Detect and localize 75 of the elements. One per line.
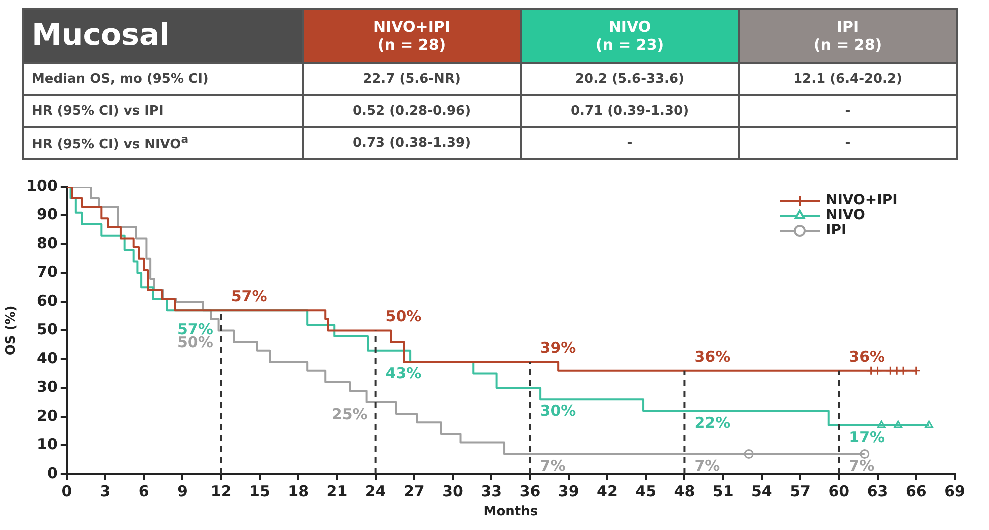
category-label: IPI (n = 28) bbox=[739, 9, 957, 63]
category-label: Median OS, mo (95% CI) bbox=[32, 72, 209, 86]
y-tick-label: 100 bbox=[26, 176, 58, 195]
y-tick-label: 80 bbox=[37, 234, 58, 252]
point bbox=[860, 450, 870, 460]
legend-label: NIVO bbox=[826, 208, 866, 224]
x-tick-label: 51 bbox=[712, 482, 734, 500]
point bbox=[894, 420, 903, 428]
x-tick-label: 9 bbox=[178, 482, 188, 500]
text: - bbox=[845, 104, 851, 118]
y-tick-label: 70 bbox=[37, 263, 58, 282]
x-tick-label: 42 bbox=[597, 482, 618, 500]
point bbox=[877, 420, 886, 428]
x-tick-label: 54 bbox=[752, 482, 772, 500]
data-label: 36% bbox=[849, 348, 886, 366]
text: 12.1 (6.4-20.2) bbox=[794, 72, 902, 86]
x-tick-label: 27 bbox=[404, 482, 425, 500]
data-label: 30% bbox=[540, 402, 576, 420]
text: 0.52 (0.28-0.96) bbox=[352, 104, 472, 118]
category-label: NIVO (n = 23) bbox=[521, 9, 739, 63]
x-tick-label: 39 bbox=[558, 482, 580, 500]
data-label: 50% bbox=[386, 308, 422, 326]
x-tick-label: 12 bbox=[210, 482, 232, 500]
x-tick-label: 6 bbox=[138, 482, 150, 500]
y-tick-label: 20 bbox=[37, 406, 58, 425]
data-label: 17% bbox=[849, 428, 886, 446]
y-tick-label: 0 bbox=[47, 464, 58, 482]
x-tick-label: 33 bbox=[481, 482, 502, 500]
x-tick-label: 3 bbox=[100, 482, 111, 500]
y-tick-label: 90 bbox=[37, 206, 58, 224]
x-tick-label: 21 bbox=[326, 482, 348, 500]
text: 22.7 (5.6-NR) bbox=[363, 72, 461, 86]
data-label: 57% bbox=[231, 287, 268, 306]
x-tick-label: 30 bbox=[442, 482, 464, 500]
data-label: 50% bbox=[177, 334, 214, 352]
data-label: 43% bbox=[386, 364, 422, 383]
x-tick-label: 57 bbox=[790, 482, 811, 500]
category-label: NIVO+IPI (n = 28) bbox=[303, 9, 521, 63]
data-label: 36% bbox=[694, 348, 731, 366]
point bbox=[925, 420, 934, 428]
x-tick-label: 48 bbox=[674, 482, 696, 500]
x-tick-label: 18 bbox=[288, 482, 310, 500]
x-tick-label: 36 bbox=[520, 482, 541, 500]
category-label: HR (95% CI) vs NIVO$^{a}$ bbox=[32, 133, 188, 153]
text: - bbox=[627, 136, 633, 150]
legend-label: NIVO+IPI bbox=[826, 192, 898, 209]
category-label: HR (95% CI) vs IPI bbox=[32, 104, 164, 118]
x-tick-label: 0 bbox=[62, 482, 72, 500]
text: - bbox=[845, 136, 851, 150]
text: 20.2 (5.6-33.6) bbox=[576, 72, 684, 86]
y-tick-label: 40 bbox=[37, 349, 58, 368]
x-tick-label: 45 bbox=[636, 482, 657, 500]
x-tick-label: 66 bbox=[906, 482, 927, 500]
data-label: 25% bbox=[332, 405, 368, 424]
x-tick-label: 60 bbox=[828, 482, 850, 500]
y-tick-label: 60 bbox=[37, 292, 58, 310]
y-axis-title: OS (%) bbox=[4, 306, 20, 356]
x-tick-label: 24 bbox=[365, 482, 386, 500]
y-tick-label: 10 bbox=[37, 436, 58, 454]
data-label: 7% bbox=[540, 457, 566, 476]
x-axis-title: Months bbox=[484, 504, 538, 520]
data-label: 7% bbox=[849, 457, 875, 476]
y-tick-label: 30 bbox=[37, 378, 58, 396]
x-tick-label: 15 bbox=[250, 482, 270, 500]
y-tick-label: 50 bbox=[37, 320, 58, 339]
text: 0.73 (0.38-1.39) bbox=[352, 136, 472, 150]
text: 0.71 (0.39-1.30) bbox=[570, 104, 690, 118]
data-label: 7% bbox=[694, 457, 720, 476]
x-tick-label: 69 bbox=[944, 482, 966, 500]
text: Mucosal bbox=[23, 9, 303, 63]
legend-label: IPI bbox=[826, 222, 847, 239]
point bbox=[744, 450, 754, 460]
x-tick-label: 63 bbox=[867, 482, 888, 500]
data-label: 22% bbox=[694, 414, 731, 432]
data-label: 39% bbox=[540, 339, 576, 358]
